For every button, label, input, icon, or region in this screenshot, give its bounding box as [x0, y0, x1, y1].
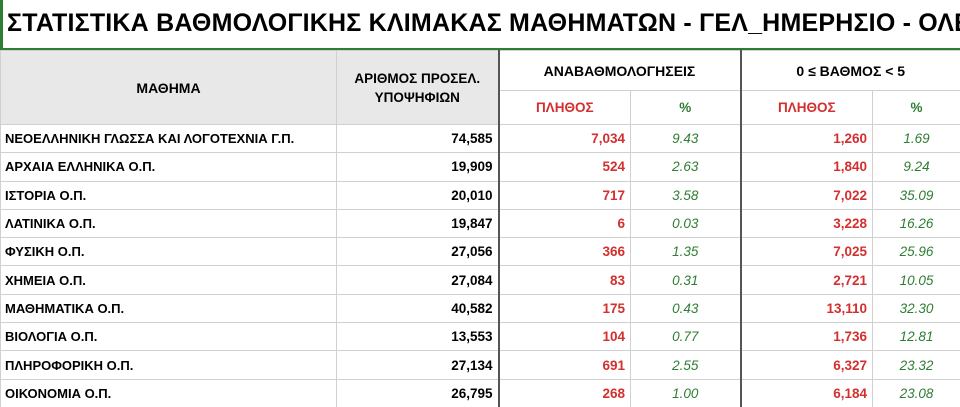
range-pct-cell: 12.81 — [872, 322, 960, 352]
candidates-count-cell: 27,084 — [336, 265, 499, 295]
range-pct-cell: 16.26 — [872, 208, 960, 239]
regrades-pct-cell: 0.31 — [630, 265, 742, 295]
regrades-pct-cell: 0.77 — [630, 322, 742, 352]
subject-cell: ΜΑΘΗΜΑΤΙΚΑ Ο.Π. — [0, 293, 337, 324]
range-count-cell: 7,025 — [740, 237, 873, 267]
range-pct-cell: 1.69 — [872, 123, 960, 154]
regrades-count-cell: 175 — [497, 293, 631, 324]
candidates-count-cell: 13,553 — [336, 322, 499, 352]
candidates-count-cell: 74,585 — [336, 123, 499, 154]
candidates-count-cell: 19,909 — [336, 152, 499, 182]
subject-cell: ΙΣΤΟΡΙΑ Ο.Π. — [0, 180, 337, 210]
subject-cell: ΧΗΜΕΙΑ Ο.Π. — [0, 265, 337, 295]
candidates-count-cell: 27,056 — [336, 237, 499, 267]
page-title: ΣΤΑΤΙΣΤΙΚΑ ΒΑΘΜΟΛΟΓΙΚΗΣ ΚΛΙΜΑΚΑΣ ΜΑΘΗΜΑΤ… — [7, 9, 960, 37]
regrades-pct-cell: 2.63 — [630, 152, 742, 182]
regrades-pct-cell: 1.35 — [630, 237, 742, 267]
header-regrades-pct: % — [630, 90, 742, 125]
range-pct-cell: 9.24 — [872, 152, 960, 182]
regrades-count-cell: 83 — [497, 265, 631, 295]
title-divider — [0, 48, 960, 50]
regrades-count-cell: 366 — [497, 237, 631, 267]
table-row: ΙΣΤΟΡΙΑ Ο.Π. 20,010 717 3.58 7,022 35.09 — [0, 180, 960, 210]
subject-cell: ΑΡΧΑΙΑ ΕΛΛΗΝΙΚΑ Ο.Π. — [0, 152, 337, 182]
table-row: ΒΙΟΛΟΓΙΑ Ο.Π. 13,553 104 0.77 1,736 12.81 — [0, 322, 960, 352]
title-bar: ΣΤΑΤΙΣΤΙΚΑ ΒΑΘΜΟΛΟΓΙΚΗΣ ΚΛΙΜΑΚΑΣ ΜΑΘΗΜΑΤ… — [0, 0, 960, 48]
header-candidates-count: ΑΡΙΘΜΟΣ ΠΡΟΣΕΛ. ΥΠΟΨΗΦΙΩΝ — [336, 50, 499, 125]
table-row: ΜΑΘΗΜΑΤΙΚΑ Ο.Π. 40,582 175 0.43 13,110 32.30 — [0, 293, 960, 324]
regrades-count-cell: 717 — [497, 180, 631, 210]
header-range-pct: % — [872, 90, 960, 125]
table-row: ΝΕΟΕΛΛΗΝΙΚΗ ΓΛΩΣΣΑ ΚΑΙ ΛΟΓΟΤΕΧΝΙΑ Γ.Π. 74… — [0, 123, 960, 154]
regrades-pct-cell: 2.55 — [630, 350, 742, 380]
table-row: ΦΥΣΙΚΗ Ο.Π. 27,056 366 1.35 7,025 25.96 — [0, 237, 960, 267]
header-grade-range: 0 ≤ ΒΑΘΜΟΣ < 5 — [740, 50, 960, 91]
range-pct-cell: 10.05 — [872, 265, 960, 295]
candidates-count-cell: 27,134 — [336, 350, 499, 380]
subject-cell: ΠΛΗΡΟΦΟΡΙΚΗ Ο.Π. — [0, 350, 337, 380]
table-row: ΟΙΚΟΝΟΜΙΑ Ο.Π. 26,795 268 1.00 6,184 23.08 — [0, 378, 960, 407]
regrades-count-cell: 104 — [497, 322, 631, 352]
range-pct-cell: 32.30 — [872, 293, 960, 324]
range-pct-cell: 23.32 — [872, 350, 960, 380]
regrades-count-cell: 6 — [497, 208, 631, 239]
regrades-count-cell: 7,034 — [497, 123, 631, 154]
candidates-count-cell: 40,582 — [336, 293, 499, 324]
subject-cell: ΦΥΣΙΚΗ Ο.Π. — [0, 237, 337, 267]
regrades-pct-cell: 9.43 — [630, 123, 742, 154]
table-row: ΧΗΜΕΙΑ Ο.Π. 27,084 83 0.31 2,721 10.05 — [0, 265, 960, 295]
header-range-count: ΠΛΗΘΟΣ — [740, 90, 873, 125]
regrades-count-cell: 268 — [497, 378, 631, 407]
regrades-pct-cell: 0.43 — [630, 293, 742, 324]
regrades-pct-cell: 0.03 — [630, 208, 742, 239]
table-body: ΝΕΟΕΛΛΗΝΙΚΗ ΓΛΩΣΣΑ ΚΑΙ ΛΟΓΟΤΕΧΝΙΑ Γ.Π. 74… — [0, 123, 960, 407]
regrades-count-cell: 691 — [497, 350, 631, 380]
range-count-cell: 7,022 — [740, 180, 873, 210]
range-count-cell: 6,327 — [740, 350, 873, 380]
range-count-cell: 1,736 — [740, 322, 873, 352]
range-pct-cell: 35.09 — [872, 180, 960, 210]
regrades-count-cell: 524 — [497, 152, 631, 182]
range-count-cell: 1,840 — [740, 152, 873, 182]
subject-cell: ΝΕΟΕΛΛΗΝΙΚΗ ΓΛΩΣΣΑ ΚΑΙ ΛΟΓΟΤΕΧΝΙΑ Γ.Π. — [0, 123, 337, 154]
header-regrades-count: ΠΛΗΘΟΣ — [497, 90, 631, 125]
range-count-cell: 2,721 — [740, 265, 873, 295]
header-regrades: ΑΝΑΒΑΘΜΟΛΟΓΗΣΕΙΣ — [497, 50, 742, 91]
range-count-cell: 3,228 — [740, 208, 873, 239]
range-count-cell: 1,260 — [740, 123, 873, 154]
table-row: ΛΑΤΙΝΙΚΑ Ο.Π. 19,847 6 0.03 3,228 16.26 — [0, 208, 960, 239]
candidates-count-cell: 20,010 — [336, 180, 499, 210]
grades-table: ΜΑΘΗΜΑ ΑΡΙΘΜΟΣ ΠΡΟΣΕΛ. ΥΠΟΨΗΦΙΩΝ ΑΝΑΒΑΘΜ… — [0, 50, 960, 407]
candidates-count-cell: 19,847 — [336, 208, 499, 239]
table-row: ΑΡΧΑΙΑ ΕΛΛΗΝΙΚΑ Ο.Π. 19,909 524 2.63 1,840 9.… — [0, 152, 960, 182]
subject-cell: ΒΙΟΛΟΓΙΑ Ο.Π. — [0, 322, 337, 352]
header-subject: ΜΑΘΗΜΑ — [0, 50, 337, 125]
subject-cell: ΟΙΚΟΝΟΜΙΑ Ο.Π. — [0, 378, 337, 407]
range-count-cell: 13,110 — [740, 293, 873, 324]
range-count-cell: 6,184 — [740, 378, 873, 407]
range-pct-cell: 25.96 — [872, 237, 960, 267]
subject-cell: ΛΑΤΙΝΙΚΑ Ο.Π. — [0, 208, 337, 239]
range-pct-cell: 23.08 — [872, 378, 960, 407]
regrades-pct-cell: 3.58 — [630, 180, 742, 210]
table-row: ΠΛΗΡΟΦΟΡΙΚΗ Ο.Π. 27,134 691 2.55 6,327 23.32 — [0, 350, 960, 380]
regrades-pct-cell: 1.00 — [630, 378, 742, 407]
candidates-count-cell: 26,795 — [336, 378, 499, 407]
